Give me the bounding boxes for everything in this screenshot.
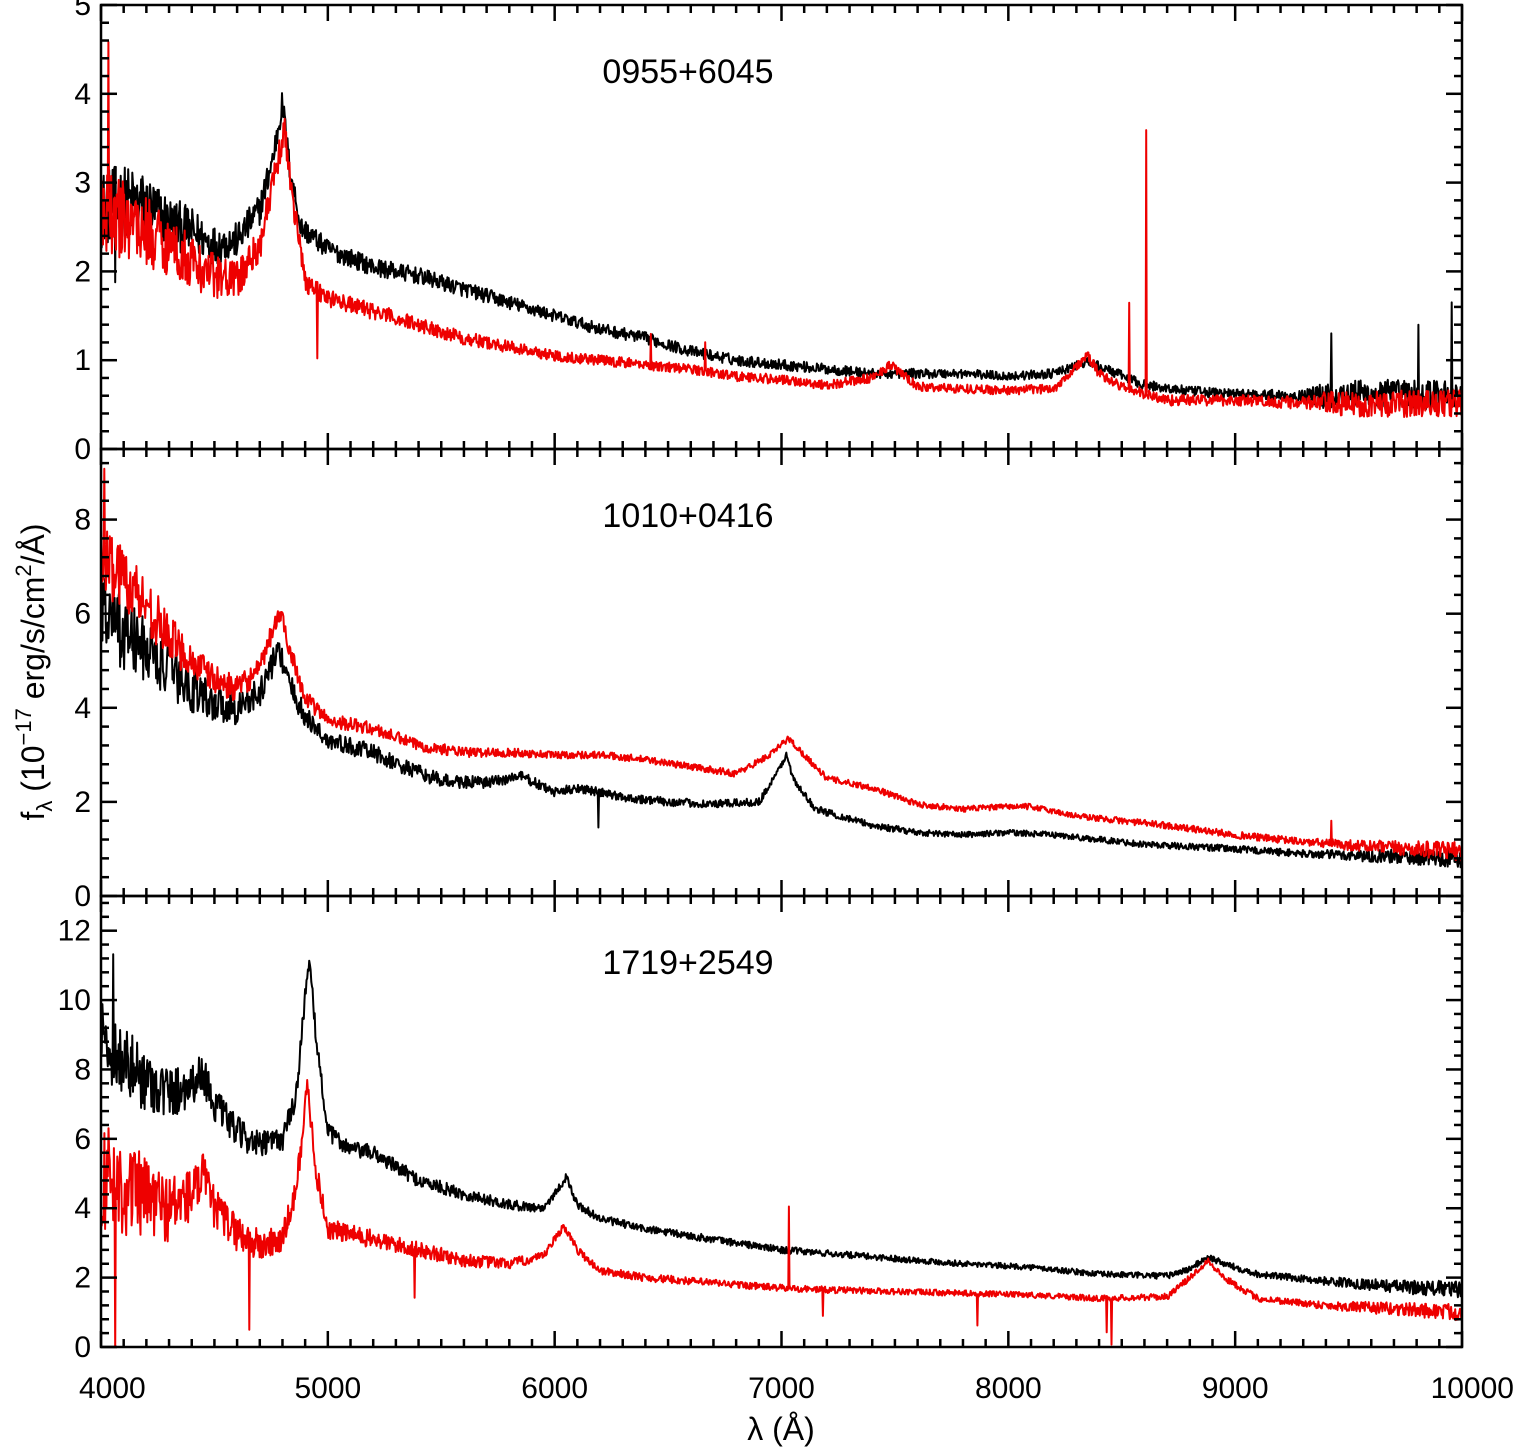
y-tick-label: 0: [74, 880, 91, 913]
y-tick-label: 6: [74, 598, 91, 631]
panel-3-series-black: [101, 953, 1462, 1299]
x-tick-label: 8000: [975, 1372, 1042, 1405]
y-tick-label: 4: [74, 1192, 91, 1225]
panel-1-series: [101, 41, 1462, 418]
panel-3-series-red: [101, 1079, 1462, 1347]
panel-2-series-red: [101, 467, 1462, 862]
panel-1-title: 0955+6045: [602, 53, 773, 91]
x-tick-label: 7000: [748, 1372, 815, 1405]
y-tick-label: 2: [74, 1262, 91, 1295]
y-axis-label-rest: (10: [15, 746, 51, 801]
x-axis-label: λ (Å): [747, 1411, 815, 1447]
y-tick-label: 2: [74, 786, 91, 819]
panel-2-series: [101, 467, 1462, 869]
x-tick-label: 5000: [294, 1372, 361, 1405]
x-tick-label: 10000: [1431, 1372, 1514, 1405]
y-tick-label: 6: [74, 1123, 91, 1156]
y-tick-label: 5: [74, 0, 91, 22]
y-tick-label: 8: [74, 1053, 91, 1086]
panel-3: 0 2 4 6 8 10 12 1719+2549: [58, 894, 1464, 1364]
x-tick-label: 9000: [1202, 1372, 1269, 1405]
y-tick-label: 4: [74, 78, 91, 111]
panel-3-series: [101, 953, 1462, 1347]
x-tick-label: 4000: [79, 1372, 146, 1405]
y-axis-label-sub: λ: [32, 801, 57, 812]
y-tick-label: 4: [74, 692, 91, 725]
x-tick-label: 6000: [521, 1372, 588, 1405]
panel-3-title: 1719+2549: [602, 944, 773, 982]
y-axis-label-units: erg/s/cm: [15, 577, 51, 709]
y-axis-label-exp: −17: [11, 708, 36, 745]
panel-2-frame: [99, 447, 1464, 898]
panel-1-series-red: [101, 41, 1462, 418]
y-tick-label: 0: [74, 433, 91, 466]
y-axis-label-f: f: [15, 812, 51, 821]
y-axis-label-exp2: 2: [11, 564, 36, 576]
y-tick-label: 8: [74, 504, 91, 537]
panel-2-title: 1010+0416: [602, 497, 773, 535]
panel-1-series-black: [101, 92, 1462, 412]
panel-2-series-black: [101, 577, 1462, 869]
y-axis-label-tail: /Å): [15, 523, 51, 564]
y-tick-label: 10: [58, 984, 91, 1017]
y-tick-label: 3: [74, 167, 91, 200]
y-tick-label: 2: [74, 255, 91, 288]
y-tick-label: 0: [74, 1331, 91, 1364]
panel-1: 0 1 2 3 4 5 0955+6045: [74, 0, 1464, 466]
panel-2: 0 2 4 6 8 1010+0416: [74, 447, 1464, 913]
y-axis-label: fλ (10−17 erg/s/cm2/Å): [11, 523, 57, 820]
panel-3-frame: [99, 894, 1464, 1349]
x-axis-tick-labels: 4000 5000 6000 7000 8000 9000 10000: [79, 1372, 1514, 1405]
y-tick-label: 12: [58, 915, 91, 948]
y-tick-label: 1: [74, 344, 91, 377]
